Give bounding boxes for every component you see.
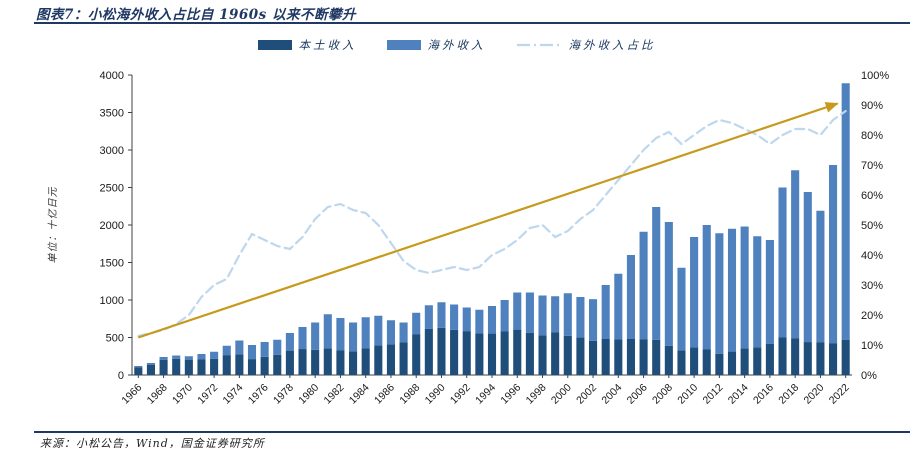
x-axis-tick: 2010 [675,382,700,407]
title-divider [34,22,910,24]
x-axis-tick: 1970 [170,382,195,407]
y-axis-title: 单位：十亿日元 [47,187,59,264]
legend-swatch-domestic [257,40,292,50]
y-axis-left-tick: 1500 [100,258,124,270]
trend-arrow [137,102,839,339]
x-axis-tick: 1980 [296,382,321,407]
share-line [137,109,847,338]
source-note: 来源：小松公告，Wind，国金证券研究所 [40,437,265,450]
chart-canvas: 0 500 1000 1500 2000 2500 3000 3500 4000 0% 10% 20%… [47,70,889,407]
x-axis-tick: 2014 [726,382,751,407]
legend-label-share: 海外收入占比 [568,38,656,52]
y-axis-right-tick: 80% [861,130,883,142]
y-axis-left-tick: 1000 [100,295,124,307]
x-axis-tick: 1988 [397,382,422,407]
x-axis-tick: 2002 [574,382,599,407]
footer-divider [34,431,910,433]
x-axis-tick: 1994 [473,382,498,407]
y-axis-left-tick: 2500 [100,183,124,195]
x-axis-tick: 2016 [751,382,776,407]
x-axis-tick: 1982 [322,382,347,407]
bars-overseas [134,83,850,368]
y-axis-right-tick: 10% [861,340,883,352]
x-axis-tick: 1986 [372,382,397,407]
x-axis-tick: 1990 [423,382,448,407]
legend-label-overseas: 海外收入 [427,38,486,52]
y-axis-right-tick: 60% [861,190,883,202]
x-axis-tick: 1978 [271,382,296,407]
y-axis-left-tick: 2000 [100,220,124,232]
y-axis-right-tick: 90% [861,100,883,112]
y-axis-left-tick: 4000 [100,70,124,82]
y-axis-right-tick: 50% [861,220,883,232]
x-axis-tick: 1998 [524,382,549,407]
y-axis-right-tick: 100% [861,70,889,82]
chart-legend: 本土收入 海外收入 海外收入占比 [0,37,913,53]
legend-line-sample [516,43,561,47]
x-axis-tick: 2020 [802,382,827,407]
legend-item-domestic: 本土收入 [257,37,357,53]
bars-domestic [134,327,850,375]
y-axis-right-tick: 20% [861,310,883,322]
y-axis-right-tick: 70% [861,160,883,172]
legend-item-share: 海外收入占比 [516,37,656,53]
y-axis-left-tick: 0 [118,370,124,382]
x-axis-tick: 2006 [625,382,650,407]
legend-label-domestic: 本土收入 [298,38,357,52]
y-axis-right-tick: 0% [861,370,877,382]
y-axis-left-tick: 3500 [100,108,124,120]
y-axis-right-tick: 30% [861,280,883,292]
x-axis-tick: 2008 [650,382,675,407]
x-axis-tick: 2004 [599,382,624,407]
x-axis-tick: 1976 [246,382,271,407]
x-axis-tick: 1984 [347,382,372,407]
x-axis-tick: 1974 [220,382,245,407]
y-axis-left-tick: 3000 [100,145,124,157]
legend-item-overseas: 海外收入 [386,37,486,53]
x-axis-tick: 1992 [448,382,473,407]
x-axis-tick: 2018 [776,382,801,407]
x-axis-tick: 1968 [145,382,170,407]
x-axis-tick: 2000 [549,382,574,407]
x-axis-tick: 1972 [195,382,220,407]
x-axis-tick: 2022 [827,382,852,407]
legend-swatch-overseas [386,40,421,50]
x-axis-tick: 1966 [119,382,144,407]
y-axis-left-tick: 500 [106,333,124,345]
y-axis-right-tick: 40% [861,250,883,262]
figure-title: 图表7：小松海外收入占比自 1960s 以来不断攀升 [36,7,356,23]
x-axis-tick: 2012 [700,382,725,407]
x-axis-tick: 1996 [498,382,523,407]
